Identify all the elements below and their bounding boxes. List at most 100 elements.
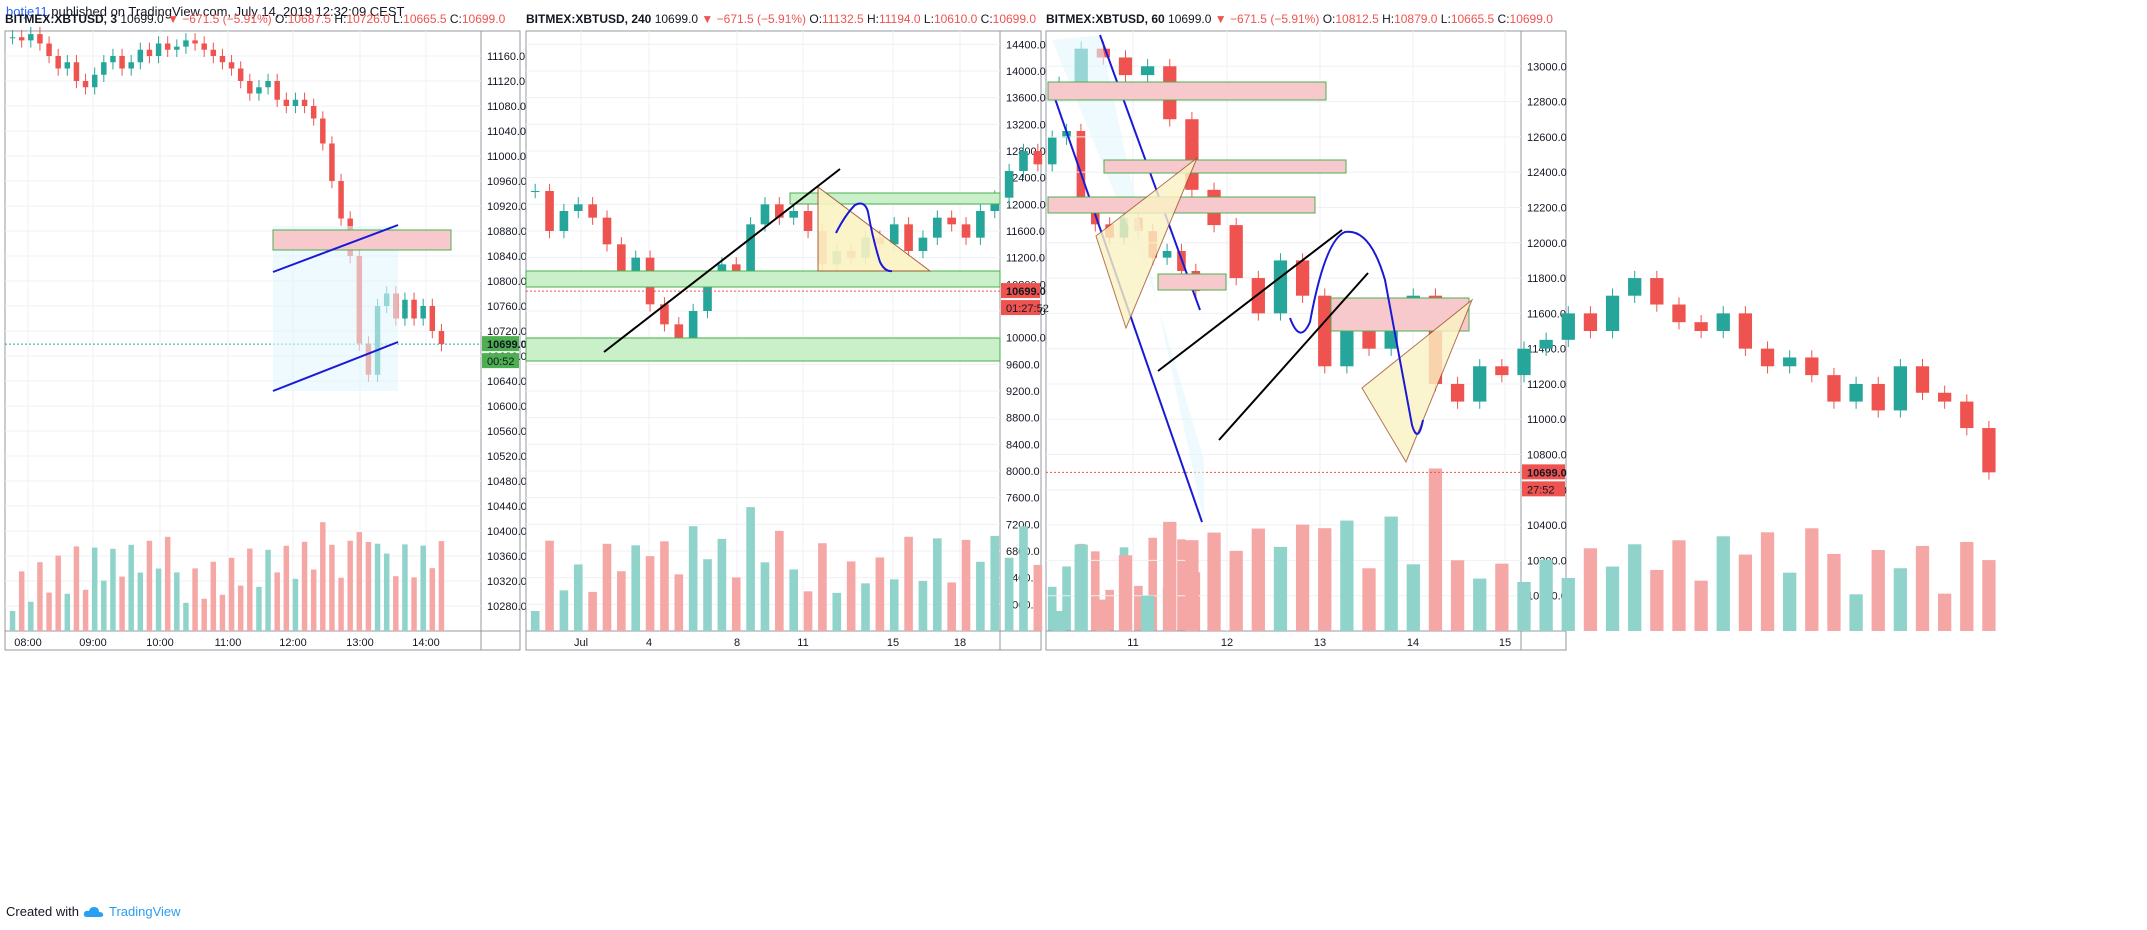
volume-bar: [110, 548, 116, 631]
candle-body: [228, 62, 235, 69]
volume-bar: [875, 557, 885, 631]
volume-bar: [832, 592, 842, 631]
candle-body: [137, 49, 144, 63]
candle-body: [803, 211, 813, 231]
volume-bar: [1207, 532, 1221, 631]
candle-body: [976, 211, 985, 238]
title-segment: 10879.0: [1394, 12, 1441, 26]
tradingview-link[interactable]: TradingView: [108, 904, 181, 919]
candle-body: [155, 43, 162, 56]
y-tick-label: 7600.0: [1006, 493, 1040, 505]
volume-bar: [201, 598, 207, 631]
volume-bar: [703, 559, 712, 631]
x-tick-label: 08:00: [14, 637, 42, 649]
candle-body: [1915, 366, 1930, 393]
volume-bar: [961, 539, 971, 631]
volume-bar: [101, 580, 107, 631]
volume-bar: [292, 578, 299, 631]
candle-body: [1583, 313, 1598, 331]
volume-bar: [818, 543, 827, 631]
shaded-region: [273, 226, 398, 391]
candle-body: [789, 211, 798, 218]
price-badge: 10699.0: [1006, 286, 1046, 298]
candle-body: [904, 224, 913, 251]
y-tick-label: 11600.0: [1006, 226, 1045, 238]
volume-bar: [976, 561, 985, 631]
y-tick-label: 8000.0: [1006, 466, 1040, 478]
rising-trendline: [603, 168, 841, 353]
volume-bar: [1650, 569, 1664, 631]
volume-bar: [1052, 611, 1066, 631]
candle-body: [283, 99, 290, 106]
y-tick-label: 10640.0: [487, 376, 527, 388]
volume-bar: [1118, 555, 1133, 631]
y-tick-label: 11040.0: [487, 126, 526, 138]
volume-bar: [137, 572, 144, 631]
candle-body: [1295, 260, 1310, 296]
volume-bar: [1982, 560, 1996, 631]
candle-body: [588, 204, 597, 218]
candle-body: [420, 306, 426, 319]
volume-bar: [1384, 516, 1398, 631]
volume-bar: [247, 548, 253, 631]
price-badge-bg: [1522, 464, 1565, 480]
candle-body: [183, 40, 189, 47]
candle-body: [674, 324, 684, 345]
y-tick-label: 11080.0: [487, 101, 526, 113]
volume-bar: [301, 541, 308, 631]
candle-body: [310, 106, 317, 119]
volume-bar: [1047, 586, 1057, 631]
volume-bar: [861, 583, 870, 631]
x-tick-label: 12:00: [279, 637, 307, 649]
volume-bar: [1805, 528, 1819, 631]
candle-body: [402, 299, 408, 319]
volume-bar: [559, 590, 569, 631]
support-zone-upper: [525, 270, 1001, 288]
volume-bar: [1318, 528, 1332, 631]
x-tick-label: 15: [1499, 637, 1511, 649]
volume-bar: [119, 576, 125, 631]
volume-bar: [789, 569, 798, 631]
candle-body: [889, 224, 899, 245]
volume-bar: [237, 585, 244, 631]
candle-body: [329, 143, 335, 181]
candle-body: [1827, 375, 1841, 402]
author-link[interactable]: botje11: [6, 4, 48, 19]
volume-bar: [631, 545, 641, 631]
volume-bar: [1694, 580, 1708, 631]
x-tick-label: Jul: [574, 637, 588, 649]
volume-bar: [411, 577, 417, 631]
volume-bar: [310, 569, 317, 631]
y-tick-label: 9600.0: [1006, 359, 1040, 371]
candle-body: [1960, 401, 1974, 429]
volume-bar: [1915, 545, 1930, 631]
volume-bar: [55, 555, 61, 631]
candle-body: [174, 46, 180, 50]
support-zone-lower: [525, 337, 1001, 362]
candle-body: [1450, 383, 1465, 402]
volume-bar: [219, 594, 226, 631]
x-tick-label: 11: [797, 637, 808, 649]
x-tick-label: 11:00: [215, 637, 242, 649]
volume-bar: [1090, 551, 1100, 631]
y-tick-label: 12000.0: [1006, 199, 1046, 211]
candle-body: [559, 211, 569, 231]
title-segment: H:: [867, 12, 879, 26]
candle-body: [961, 224, 971, 238]
tradingview-cloud-icon: [83, 906, 104, 917]
panel-frame: [1045, 30, 1567, 651]
x-tick-label: 4: [646, 637, 652, 649]
volume-bar: [1583, 548, 1598, 631]
candle-body: [1672, 304, 1686, 323]
volume-bar: [904, 536, 913, 631]
price-badge-bg: [482, 336, 519, 352]
candle-body: [46, 43, 52, 56]
candle-body: [1362, 331, 1376, 349]
x-tick-label: 11: [1127, 637, 1138, 649]
volume-bar: [1783, 572, 1797, 631]
candle-body: [1716, 313, 1730, 331]
y-tick-label: 12400.0: [1527, 167, 1567, 179]
y-tick-label: 11160.0: [487, 51, 525, 63]
candle-body: [1694, 322, 1708, 331]
candle-body: [1340, 331, 1354, 367]
